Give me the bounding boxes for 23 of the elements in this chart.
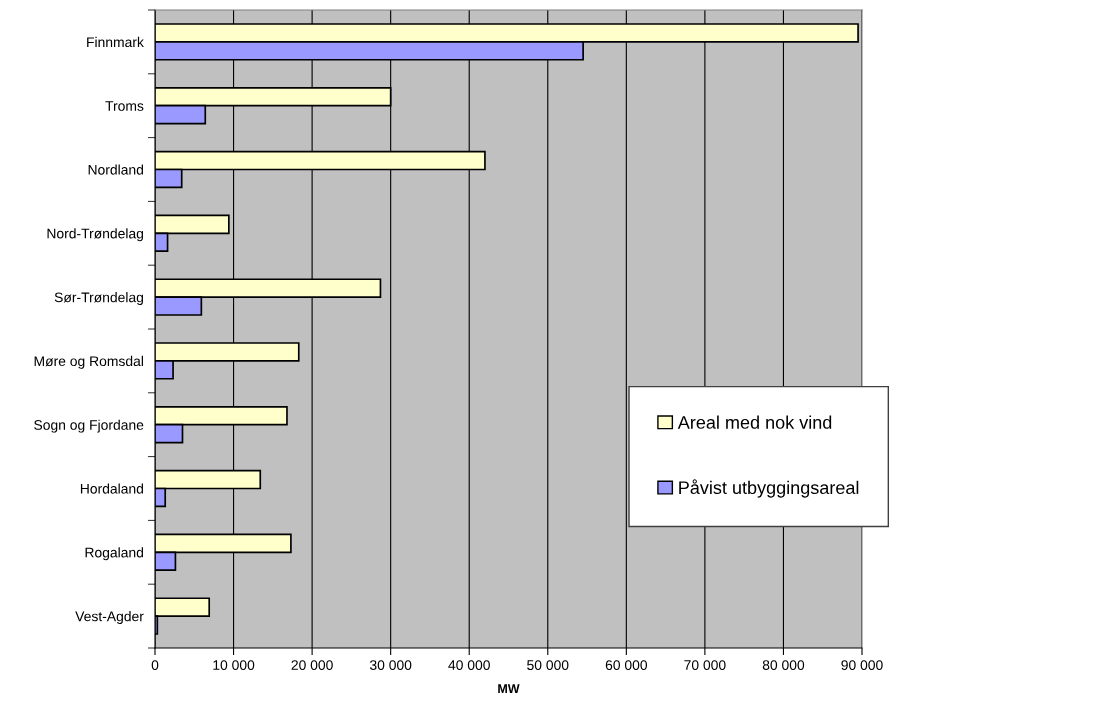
- y-tick-label: Rogaland: [85, 547, 143, 561]
- x-tick-label: 50 000: [527, 660, 569, 671]
- legend-label: Areal med nok vind: [677, 415, 832, 429]
- y-tick-label: Hordaland: [80, 483, 143, 494]
- y-tick-label: Sogn og Fjordane: [34, 419, 144, 433]
- x-tick-label: 10 000: [213, 660, 255, 671]
- x-tick-label: 90 000: [841, 660, 883, 671]
- y-tick-label: Nordland: [88, 164, 143, 175]
- x-axis-title: MW: [498, 684, 520, 693]
- y-tick-label: Nord-Trøndelag: [47, 228, 143, 242]
- x-tick-label: 0: [151, 660, 159, 671]
- y-tick-label: Vest-Agder: [75, 611, 144, 625]
- y-tick-label: Sør-Trøndelag: [54, 292, 143, 306]
- y-tick-label: Finnmark: [87, 36, 144, 48]
- x-tick-label: 20 000: [291, 660, 333, 671]
- y-tick-label: Troms: [105, 101, 144, 111]
- x-tick-label: 40 000: [448, 660, 490, 671]
- x-tick-label: 80 000: [762, 660, 805, 671]
- x-tick-label: 30 000: [369, 660, 412, 671]
- y-tick-label: Møre og Romsdal: [34, 355, 143, 369]
- x-tick-label: 70 000: [684, 660, 726, 671]
- legend-label: Påvist utbyggingsareal: [679, 479, 859, 498]
- x-tick-label: 60 000: [605, 660, 648, 671]
